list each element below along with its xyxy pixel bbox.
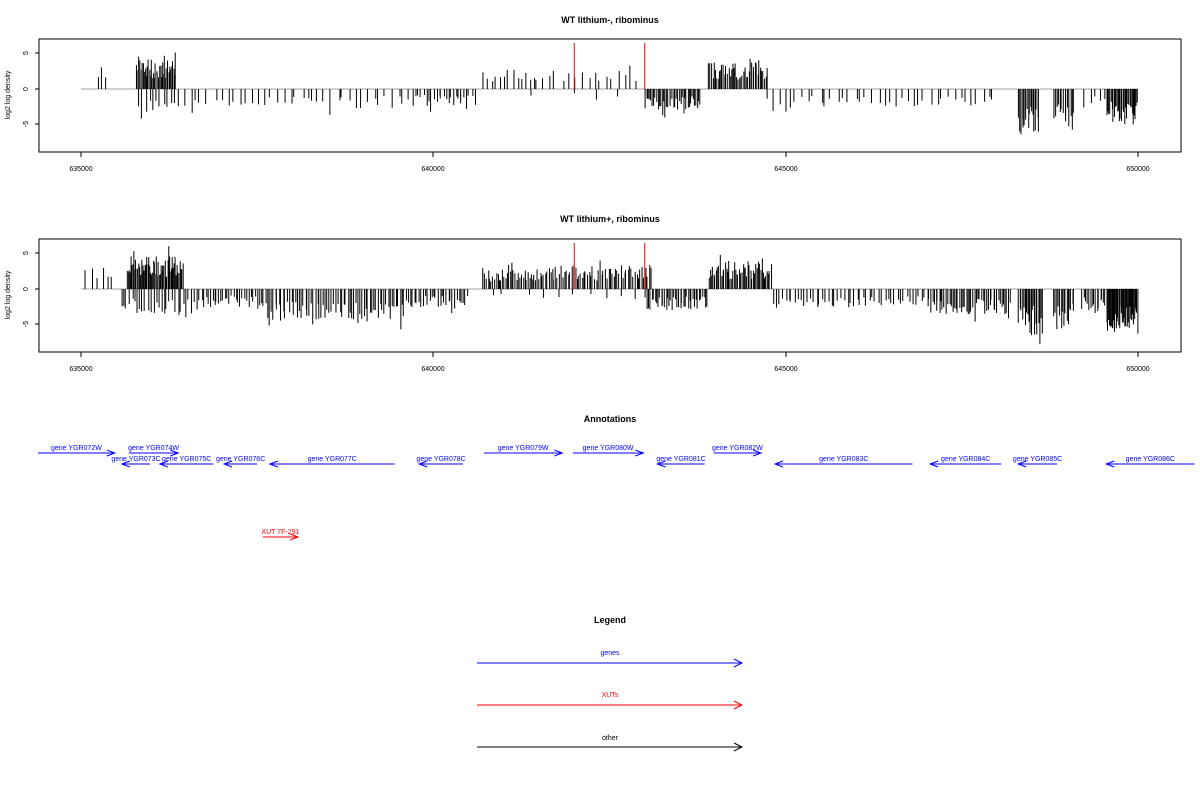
gene-label: gene YGR086C — [1126, 456, 1175, 463]
panel-1-xtick-label: 650000 — [1126, 166, 1149, 173]
gene-label: gene YGR085C — [1013, 456, 1062, 463]
gene-annotation[interactable]: gene YGR078C — [416, 456, 466, 468]
panel-2-xtick-label: 640000 — [421, 366, 444, 373]
track-panel-2: WT lithium+, ribominus -5 0 5 log2 log d… — [5, 214, 1182, 373]
panel-2-xtick-label: 645000 — [774, 366, 797, 373]
gene-annotation[interactable]: gene YGR083C — [773, 456, 913, 468]
panel-1-ytick-label: 0 — [23, 87, 30, 91]
panel-2-x-axis: 635000 640000 645000 650000 — [69, 352, 1150, 373]
gene-annotation[interactable]: gene YGR084C — [928, 456, 1002, 468]
panel-1-frame — [38, 38, 1182, 153]
gene-annotation[interactable]: gene YGR077C — [268, 456, 395, 468]
gene-annotation[interactable]: gene YGR085C — [1013, 456, 1062, 468]
gene-label: gene YGR080W — [583, 445, 634, 452]
legend-arrowhead-genes — [733, 658, 744, 668]
gene-arrowhead — [635, 449, 645, 457]
panel-1-ylabel: log2 log density — [5, 70, 12, 119]
gene-label: gene YGR081C — [656, 456, 705, 463]
panel-2-bars — [81, 246, 1139, 345]
gene-label: gene YGR083C — [819, 456, 868, 463]
panel-1-y-axis: -5 0 5 log2 log density — [5, 51, 39, 127]
gene-arrowhead — [158, 460, 169, 468]
panel-1-markers — [573, 42, 646, 89]
panel-1-xtick-label: 640000 — [421, 166, 444, 173]
gene-arrowhead — [1104, 460, 1115, 468]
gene-arrowhead — [268, 460, 279, 468]
xut-arrowhead — [289, 533, 300, 541]
panel-1-ytick-label: -5 — [23, 121, 30, 127]
panel-2-title: WT lithium+, ribominus — [560, 214, 660, 224]
gene-annotation[interactable]: gene YGR086C — [1104, 456, 1195, 468]
gene-arrowhead — [106, 449, 117, 457]
gene-label: gene YGR082W — [712, 445, 763, 452]
gene-annotation[interactable]: gene YGR075C — [158, 456, 214, 468]
panel-2-ytick-label: 5 — [23, 251, 30, 255]
gene-label: gene YGR084C — [941, 456, 990, 463]
legend-label-other: other — [602, 735, 619, 742]
gene-label: gene YGR078C — [416, 456, 465, 463]
panel-1-xtick-label: 635000 — [69, 166, 92, 173]
gene-annotation[interactable]: gene YGR074W — [128, 445, 180, 457]
gene-arrowhead — [752, 449, 763, 457]
gene-annotation[interactable]: gene YGR081C — [655, 456, 706, 468]
gene-arrows: gene YGR072W gene YGR073C gene YGR074W gene… — [38, 445, 1195, 468]
legend-label-genes: genes — [600, 650, 620, 657]
gene-label: gene YGR073C — [111, 456, 160, 463]
legend-title: Legend — [594, 615, 626, 625]
panel-1-x-axis: 635000 640000 645000 650000 — [69, 152, 1150, 173]
gene-annotation[interactable]: gene YGR079W — [484, 445, 564, 457]
xut-arrows: XUT 7F-291 — [261, 529, 300, 541]
gene-annotation[interactable]: gene YGR072W — [38, 445, 117, 457]
gene-label: gene YGR079W — [498, 445, 549, 452]
panel-1-xtick-label: 645000 — [774, 166, 797, 173]
panel-1-bars — [81, 52, 1138, 135]
legend-label-xuts: XUTs — [602, 692, 619, 699]
gene-label: gene YGR075C — [162, 456, 211, 463]
gene-label: gene YGR074W — [128, 445, 179, 452]
legend-arrowhead-xuts — [733, 700, 744, 710]
gene-arrowhead — [417, 460, 428, 468]
gene-label: gene YGR076C — [216, 456, 265, 463]
annotations-title: Annotations — [584, 414, 637, 424]
panel-2-y-axis: -5 0 5 log2 log density — [5, 251, 39, 327]
gene-label: gene YGR072W — [51, 445, 102, 452]
gene-arrowhead — [222, 460, 233, 468]
panel-2-markers — [573, 242, 646, 289]
panel-1-title: WT lithium-, ribominus — [561, 15, 659, 25]
gene-arrowhead — [170, 449, 180, 457]
gene-arrowhead — [120, 460, 131, 468]
legend-arrowhead-other — [733, 742, 744, 752]
legend-item-genes: genes — [477, 650, 744, 668]
gene-arrowhead — [773, 460, 784, 468]
gene-annotation[interactable]: gene YGR073C — [111, 456, 161, 468]
panel-2-xtick-label: 635000 — [69, 366, 92, 373]
legend: Legend genes XUTs other — [477, 615, 744, 752]
panel-2-ytick-label: 0 — [23, 287, 30, 291]
gene-annotation[interactable]: gene YGR082W — [712, 445, 763, 457]
gene-annotation[interactable]: gene YGR076C — [216, 456, 265, 468]
panel-2-xtick-label: 650000 — [1126, 366, 1149, 373]
legend-item-xuts: XUTs — [477, 692, 744, 710]
gene-arrowhead — [928, 460, 939, 468]
gene-label: gene YGR077C — [308, 456, 357, 463]
panel-2-ytick-label: -5 — [23, 321, 30, 327]
gene-annotation[interactable]: gene YGR080W — [572, 445, 645, 457]
track-panel-1: WT lithium-, ribominus -5 0 5 log2 log d… — [5, 15, 1182, 173]
legend-item-other: other — [477, 735, 744, 752]
xut-label: XUT 7F-291 — [261, 529, 299, 536]
gene-arrowhead — [655, 460, 666, 468]
xut-annotation[interactable]: XUT 7F-291 — [261, 529, 300, 541]
gene-arrowhead — [554, 449, 564, 457]
panel-1-ytick-label: 5 — [23, 51, 30, 55]
panel-2-ylabel: log2 log density — [5, 270, 12, 319]
panel-2-frame — [38, 238, 1182, 353]
gene-arrowhead — [1016, 460, 1027, 468]
